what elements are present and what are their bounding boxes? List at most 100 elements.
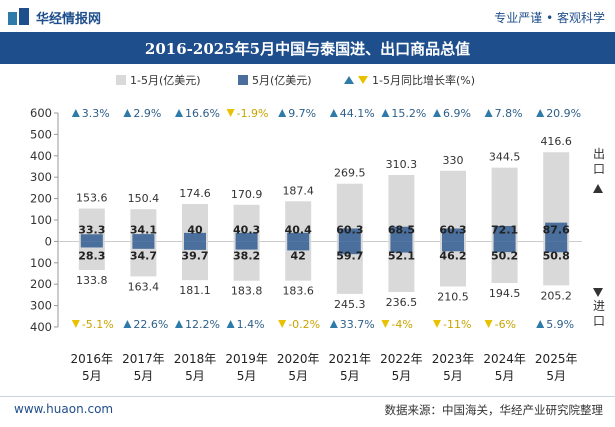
label-export-growth: 3.3% <box>82 107 110 120</box>
bar-export-month <box>545 222 568 242</box>
huajing-logo-icon <box>8 8 29 25</box>
label-export-cumulative: 330 <box>443 154 464 167</box>
y-tick-label: 100 <box>30 213 52 227</box>
label-export-cumulative: 153.6 <box>76 192 108 205</box>
label-import-month: 50.2 <box>491 249 518 262</box>
label-import-month: 39.7 <box>181 249 208 262</box>
y-tick-label: 300 <box>30 299 52 313</box>
label-export-cumulative: 170.9 <box>231 188 263 201</box>
bar-import-month <box>390 241 413 253</box>
x-category-label: 2024年 5月 <box>483 352 526 383</box>
bar-import-month <box>132 241 155 249</box>
growth-down-icon <box>278 320 287 328</box>
growth-down-icon <box>433 320 441 328</box>
label-export-growth: 6.9% <box>443 107 471 120</box>
label-export-month: 40.3 <box>233 223 260 236</box>
label-export-month: 72.1 <box>491 223 518 236</box>
label-import-cumulative: 183.6 <box>282 285 314 298</box>
bar-export-month <box>390 226 413 242</box>
import-side-label: 进 口 <box>593 299 609 328</box>
bar-export-month <box>184 232 206 242</box>
y-tick-label: 200 <box>30 192 52 206</box>
label-import-cumulative: 183.8 <box>231 285 263 298</box>
x-category-label: 2023年 5月 <box>432 352 475 383</box>
y-tick-label: 500 <box>30 127 52 141</box>
growth-up-icon <box>381 109 390 117</box>
label-export-month: 34.1 <box>130 223 157 236</box>
label-export-cumulative: 416.6 <box>540 135 572 148</box>
label-export-cumulative: 187.4 <box>282 184 314 197</box>
label-import-month: 34.7 <box>130 249 157 262</box>
label-import-growth: -6% <box>495 318 516 331</box>
bar-export-month <box>338 228 361 242</box>
label-import-month: 59.7 <box>336 249 363 262</box>
label-import-growth: -11% <box>443 318 471 331</box>
label-import-growth: 12.2% <box>185 318 220 331</box>
label-import-month: 46.2 <box>439 249 466 262</box>
label-import-cumulative: 205.2 <box>540 289 572 302</box>
bar-import-month <box>545 241 568 253</box>
growth-down-icon <box>71 320 80 328</box>
x-category-label: 2017年 5月 <box>122 352 165 383</box>
label-import-month: 38.2 <box>233 249 260 262</box>
label-export-cumulative: 269.5 <box>334 167 366 180</box>
label-export-cumulative: 310.3 <box>386 158 418 171</box>
x-category-label: 2022年 5月 <box>380 352 423 383</box>
y-tick-label: 300 <box>30 170 52 184</box>
label-export-month: 87.6 <box>543 223 570 236</box>
label-export-growth: 15.2% <box>391 107 426 120</box>
label-import-cumulative: 194.5 <box>489 287 521 300</box>
bar-import-month <box>235 241 258 250</box>
label-import-growth: 33.7% <box>340 318 375 331</box>
label-import-cumulative: 245.3 <box>334 298 366 311</box>
growth-down-icon <box>226 109 235 117</box>
y-tick-label: 600 <box>30 106 52 120</box>
label-export-cumulative: 344.5 <box>489 151 521 164</box>
y-tick-label: 200 <box>30 277 52 291</box>
label-import-growth: -0.2% <box>288 318 320 331</box>
chart-legend: 1-5月(亿美元) 5月(亿美元) 1-5月同比增长率(%) <box>116 73 475 87</box>
growth-up-icon <box>71 109 80 117</box>
bar-export-month <box>493 225 516 242</box>
growth-up-icon <box>329 320 338 328</box>
label-import-cumulative: 210.5 <box>437 290 469 303</box>
bar-import-month <box>493 241 516 253</box>
bar-export-month <box>235 232 258 242</box>
legend-swatch-cumulative <box>116 75 126 85</box>
label-export-growth: 2.9% <box>133 107 161 120</box>
label-export-cumulative: 150.4 <box>128 192 160 205</box>
bars-layer <box>78 152 570 294</box>
label-export-month: 40.4 <box>285 223 312 236</box>
label-import-growth: 5.9% <box>546 318 574 331</box>
label-export-growth: -1.9% <box>237 107 269 120</box>
export-up-arrow-icon <box>593 184 603 193</box>
footer-source: 数据来源：中国海关，华经产业研究院整理 <box>384 403 604 417</box>
label-import-growth: 22.6% <box>133 318 168 331</box>
label-export-cumulative: 174.6 <box>179 187 211 200</box>
import-down-arrow-icon <box>593 288 603 297</box>
label-export-month: 60.3 <box>439 223 466 236</box>
bar-import-month <box>80 241 103 248</box>
label-export-growth: 7.8% <box>495 107 523 120</box>
label-import-month: 42 <box>291 249 306 262</box>
label-export-month: 60.3 <box>336 223 363 236</box>
growth-up-icon <box>484 109 493 117</box>
bar-import-month <box>287 241 310 251</box>
bar-export-month <box>287 232 310 242</box>
top-bar: 华经情报网 专业严谨 • 客观科学 <box>0 0 615 32</box>
growth-down-icon <box>484 320 493 328</box>
footer-divider <box>0 396 615 397</box>
export-side-label: 出 口 <box>593 147 609 176</box>
x-category-label: 2018年 5月 <box>174 352 217 383</box>
label-import-cumulative: 133.8 <box>76 274 108 287</box>
brand-name: 华经情报网 <box>36 12 102 27</box>
growth-up-icon <box>433 109 441 117</box>
bar-export-month <box>80 234 103 242</box>
growth-up-icon <box>226 320 235 328</box>
label-export-month: 40 <box>187 223 203 236</box>
growth-up-icon <box>278 109 287 117</box>
bar-import-month <box>338 241 361 255</box>
growth-up-icon <box>175 320 183 328</box>
growth-up-icon <box>175 109 183 117</box>
label-import-growth: -5.1% <box>82 318 114 331</box>
